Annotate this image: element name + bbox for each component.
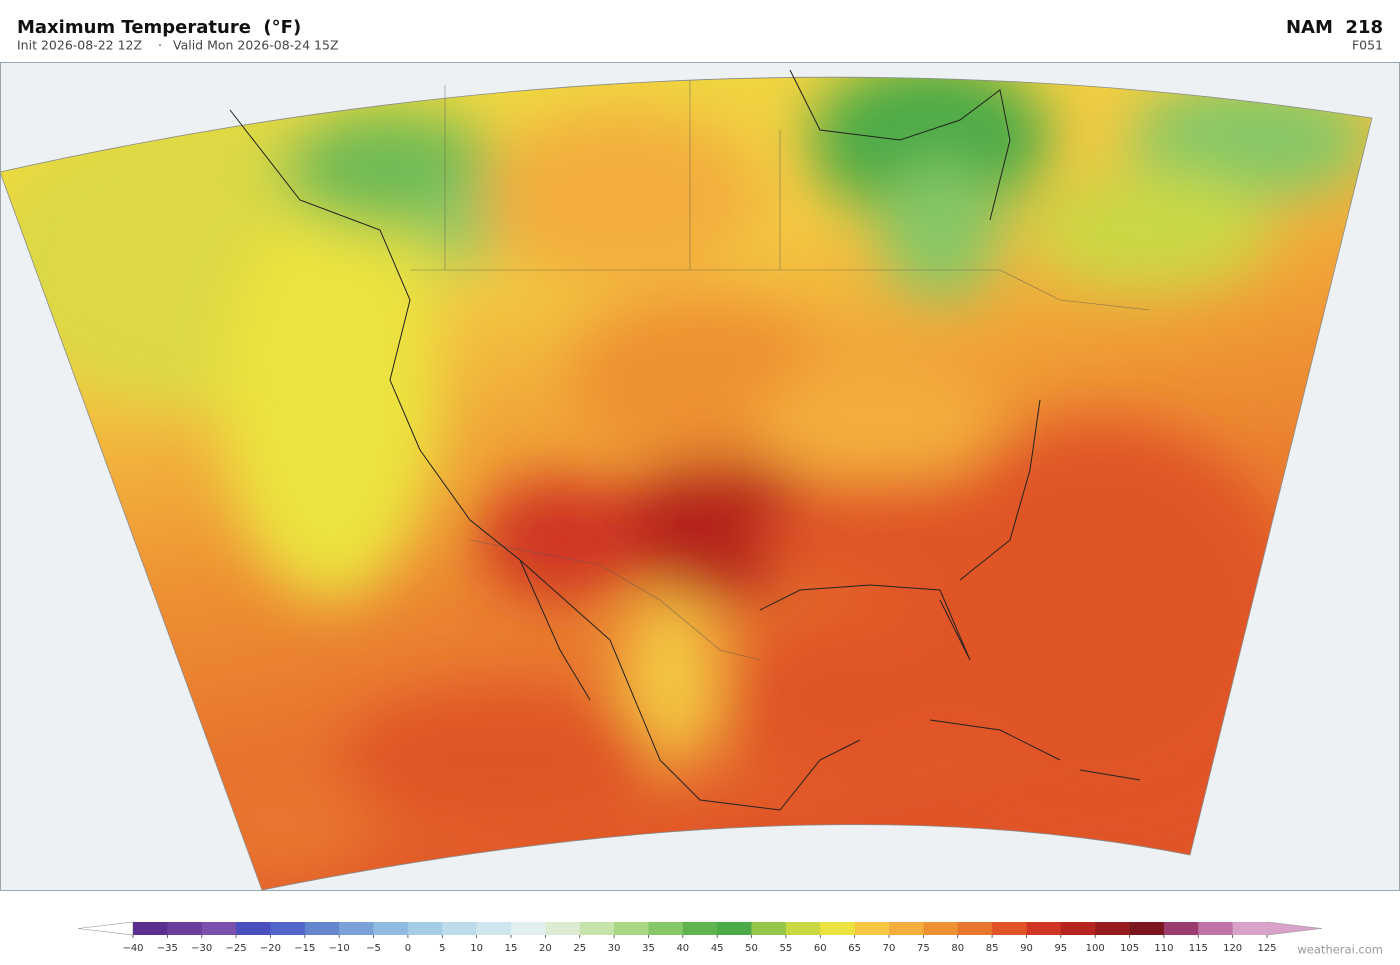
- model: NAM 218: [1286, 17, 1383, 38]
- colorbar: −40 −35 −30 −25 −20 −15 −10 −5 0 5 10 15 20 25 30 35 40 4…: [77, 921, 1323, 954]
- colorbar-tick-label: 85: [986, 943, 999, 954]
- colorbar-tick-label: −30: [191, 943, 212, 954]
- colorbar-bin: [373, 922, 409, 935]
- colorbar-tick-label: 95: [1054, 943, 1067, 954]
- colorbar-bin: [167, 922, 203, 935]
- coastlines: [229, 69, 1141, 811]
- colorbar-bin: [236, 922, 271, 935]
- colorbar-tick-label: −10: [329, 943, 350, 954]
- colorbar-tick-label: 20: [539, 943, 552, 954]
- separator: ·: [158, 38, 162, 53]
- colorbar-bin: [1095, 922, 1130, 935]
- colorbar-tick-label: −25: [226, 943, 247, 954]
- colorbar-bin: [889, 922, 924, 935]
- colorbar-bin: [339, 922, 374, 935]
- colorbar-tick-label: 70: [883, 943, 896, 954]
- title: Maximum Temperature (°F): [17, 17, 301, 38]
- colorbar-bin: [442, 922, 478, 935]
- colorbar-bin: [1129, 922, 1165, 935]
- colorbar-bin: [579, 922, 615, 935]
- forecast-hour: F051: [1352, 38, 1383, 53]
- colorbar-bin: [1198, 922, 1234, 935]
- colorbar-tick-label: 110: [1154, 943, 1173, 954]
- colorbar-bin: [682, 922, 718, 935]
- colorbar-bin: [854, 922, 890, 935]
- valid-time: Valid Mon 2026-08-24 15Z: [173, 38, 339, 53]
- colorbar-tick-label: 80: [951, 943, 964, 954]
- colorbar-bin: [133, 922, 168, 935]
- colorbar-tick-label: 90: [1020, 943, 1033, 954]
- colorbar-tick-label: 10: [470, 943, 483, 954]
- colorbar-bin: [476, 922, 512, 935]
- colorbar-bin: [751, 922, 787, 935]
- colorbar-tick-label: 120: [1223, 943, 1242, 954]
- colorbar-bin: [1060, 922, 1096, 935]
- colorbar-bin: [407, 922, 443, 935]
- colorbar-bin: [1163, 922, 1199, 935]
- colorbar-under: [77, 921, 134, 936]
- colorbar-bin: [270, 922, 306, 935]
- colorbar-tick-label: 30: [608, 943, 621, 954]
- map: [0, 62, 1400, 891]
- colorbar-tick-label: 55: [780, 943, 793, 954]
- init-time: Init 2026-08-22 12Z: [17, 38, 142, 53]
- colorbar-bin: [511, 922, 546, 935]
- colorbar-bin: [957, 922, 993, 935]
- colorbar-tick-label: 5: [439, 943, 445, 954]
- colorbar-tick-label: −15: [294, 943, 315, 954]
- colorbar-bin: [304, 922, 340, 935]
- colorbar-tick-label: 75: [917, 943, 930, 954]
- colorbar-tick-label: −35: [157, 943, 178, 954]
- colorbar-bin: [785, 922, 821, 935]
- colorbar-tick-label: −40: [122, 943, 143, 954]
- colorbar-tick-label: −20: [260, 943, 281, 954]
- colorbar-tick-label: 45: [711, 943, 724, 954]
- colorbar-bin: [648, 922, 684, 935]
- colorbar-tick-label: 50: [745, 943, 758, 954]
- colorbar-bin: [717, 922, 752, 935]
- colorbar-bin: [201, 922, 237, 935]
- colorbar-tick-label: 0: [405, 943, 411, 954]
- colorbar-tick-label: 100: [1086, 943, 1105, 954]
- colorbar-tick-label: 40: [676, 943, 689, 954]
- temperature-field: [0, 77, 1372, 890]
- colorbar-tick-label: 60: [814, 943, 827, 954]
- colorbar-tick-label: 15: [505, 943, 518, 954]
- colorbar-bin: [1232, 922, 1268, 935]
- colorbar-tick-label: 35: [642, 943, 655, 954]
- credit: weatherai.com: [1297, 943, 1383, 957]
- colorbar-bin: [992, 922, 1027, 935]
- colorbar-bin: [1026, 922, 1062, 935]
- colorbar-tick-label: 105: [1120, 943, 1139, 954]
- colorbar-tick-label: 65: [848, 943, 861, 954]
- colorbar-tick-label: 125: [1257, 943, 1276, 954]
- colorbar-tick-label: 25: [573, 943, 586, 954]
- borders: [410, 80, 1151, 661]
- colorbar-bin: [614, 922, 649, 935]
- colorbar-over: [1266, 921, 1323, 936]
- colorbar-tick-label: 115: [1189, 943, 1208, 954]
- colorbar-tick-label: −5: [366, 943, 381, 954]
- colorbar-bin: [545, 922, 581, 935]
- colorbar-bin: [820, 922, 856, 935]
- colorbar-bin: [923, 922, 959, 935]
